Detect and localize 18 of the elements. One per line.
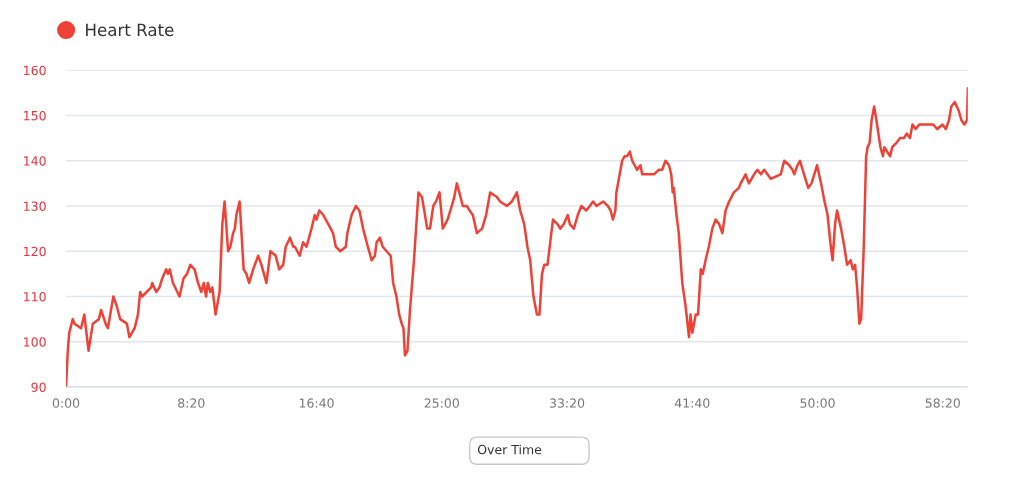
x-tick-label: 41:40 xyxy=(674,398,710,408)
x-tick-label: 58:20 xyxy=(925,398,960,408)
y-tick-label: 160 xyxy=(24,65,46,76)
y-tick-label: 90 xyxy=(31,382,46,392)
x-tick-label: 25:00 xyxy=(424,398,459,408)
text: Over Time xyxy=(477,444,542,455)
y-tick-label: 140 xyxy=(24,156,46,166)
x-tick-label: 33:20 xyxy=(549,398,585,408)
x-tick-label: 16:40 xyxy=(299,398,334,408)
y-tick-label: 150 xyxy=(24,110,46,121)
y-tick-label: 100 xyxy=(24,337,46,347)
x-tick-label: 50:00 xyxy=(800,398,835,408)
y-tick-label: 110 xyxy=(24,291,46,302)
x-tick-label: 0:00 xyxy=(52,398,80,408)
y-tick-label: 130 xyxy=(24,201,46,211)
legend-label: Heart Rate xyxy=(86,23,174,37)
y-tick-label: 120 xyxy=(24,246,46,257)
x-tick-label: 8:20 xyxy=(178,398,205,408)
